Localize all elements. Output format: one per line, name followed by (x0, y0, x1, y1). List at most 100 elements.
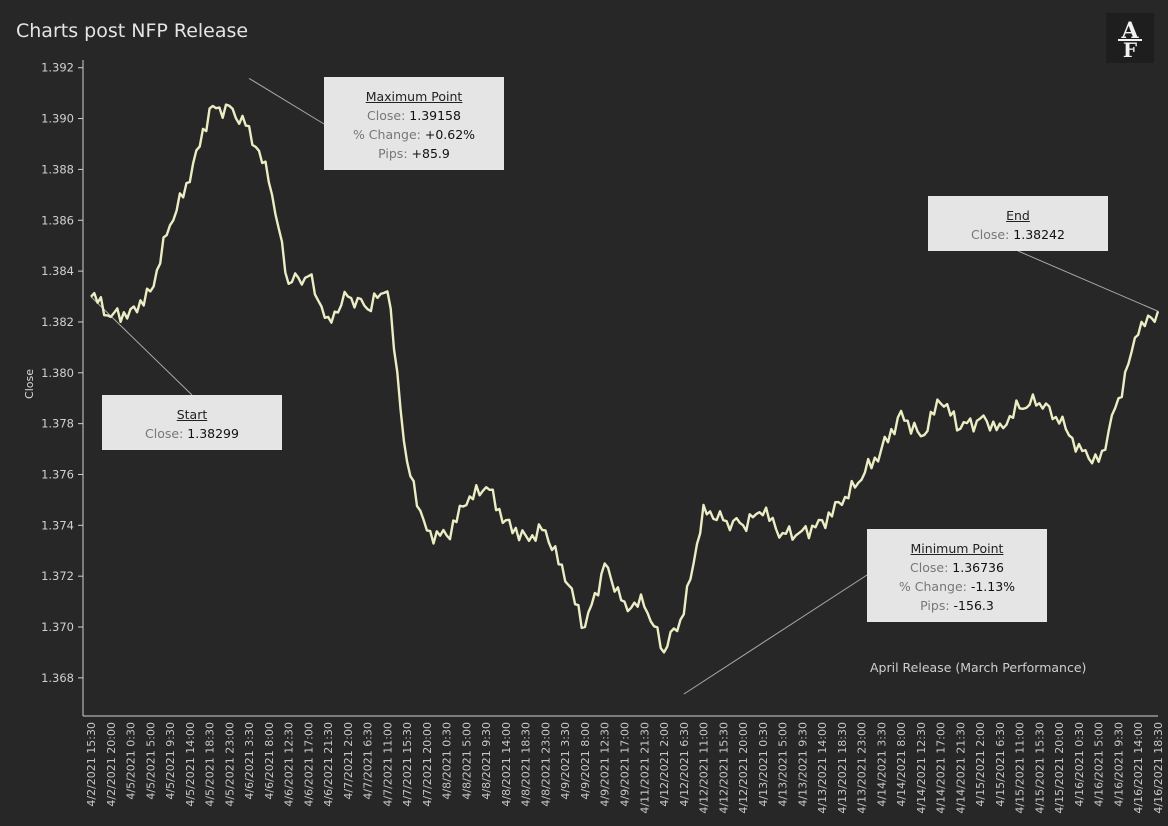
y-tick-label: 1.382 (41, 315, 74, 329)
x-tick-label: 4/9/2021 3:30 (559, 722, 572, 800)
x-tick-label: 4/16/2021 14:00 (1132, 722, 1145, 814)
x-tick-label: 4/7/2021 2:00 (342, 722, 355, 800)
x-tick-label: 4/13/2021 0:30 (757, 722, 770, 807)
x-tick-label: 4/15/2021 2:00 (974, 722, 987, 807)
x-tick-label: 4/12/2021 11:00 (698, 722, 711, 814)
x-tick-label: 4/14/2021 21:30 (954, 722, 967, 814)
y-tick-label: 1.378 (41, 417, 74, 431)
x-tick-label: 4/15/2021 11:00 (1014, 722, 1027, 814)
callout-minimum-close-label: Close: (910, 560, 949, 575)
x-tick-label: 4/2/2021 20:00 (105, 722, 118, 807)
logo-letter-top: A (1120, 18, 1139, 44)
x-tick-label: 4/12/2021 6:30 (678, 722, 691, 807)
x-tick-label: 4/14/2021 3:30 (875, 722, 888, 807)
x-tick-label: 4/5/2021 9:30 (164, 722, 177, 800)
callout-start-close-label: Close: (145, 426, 184, 441)
leader-start (90, 296, 193, 396)
x-tick-label: 4/13/2021 14:00 (816, 722, 829, 814)
callout-maximum-close-label: Close: (367, 108, 406, 123)
y-tick-label: 1.390 (41, 112, 74, 126)
y-tick-label: 1.368 (41, 671, 74, 685)
x-tick-label: 4/15/2021 6:30 (994, 722, 1007, 807)
y-tick-label: 1.380 (41, 366, 74, 380)
x-tick-label: 4/14/2021 17:00 (935, 722, 948, 814)
y-tick-label: 1.370 (41, 620, 74, 634)
callout-start-title: Start (176, 407, 208, 422)
x-tick-label: 4/7/2021 6:30 (362, 722, 375, 800)
y-tick-label: 1.384 (41, 264, 74, 278)
x-tick-label: 4/6/2021 3:30 (243, 722, 256, 800)
x-tick-label: 4/15/2021 15:30 (1033, 722, 1046, 814)
x-tick-label: 4/7/2021 11:00 (381, 722, 394, 807)
y-tick-label: 1.392 (41, 61, 74, 75)
y-axis: 1.368 1.370 1.372 1.374 1.376 1.378 1.380 1.382… (41, 60, 84, 716)
x-tick-label: 4/8/2021 9:30 (480, 722, 493, 800)
x-tick-label: 4/6/2021 12:30 (283, 722, 296, 807)
callout-maximum-pips-label: Pips: (378, 146, 408, 161)
x-tick-label: 4/6/2021 21:30 (322, 722, 335, 807)
x-tick-label: 4/9/2021 17:00 (619, 722, 632, 807)
callout-minimum-close: 1.36736 (952, 560, 1004, 575)
x-tick-label: 4/7/2021 20:00 (421, 722, 434, 807)
x-tick-label: 4/6/2021 17:00 (302, 722, 315, 807)
callout-minimum-pct: -1.13% (970, 579, 1016, 594)
x-tick-label: 4/13/2021 18:30 (836, 722, 849, 814)
x-tick-label: 4/5/2021 0:30 (125, 722, 138, 800)
y-axis-label: Close (23, 369, 36, 399)
x-tick-label: 4/5/2021 18:30 (204, 722, 217, 807)
x-tick-label: 4/5/2021 5:00 (144, 722, 157, 800)
x-tick-label: 4/16/2021 5:00 (1093, 722, 1106, 807)
callout-maximum-pct-label: % Change: (352, 127, 421, 142)
x-tick-label: 4/13/2021 5:00 (777, 722, 790, 807)
x-tick-label: 4/8/2021 23:00 (539, 722, 552, 807)
x-tick-label: 4/8/2021 18:30 (520, 722, 533, 807)
x-tick-label: 4/8/2021 0:30 (441, 722, 454, 800)
callout-minimum-pips: -156.3 (953, 598, 994, 613)
x-tick-label: 4/12/2021 20:00 (737, 722, 750, 814)
x-tick-label: 4/13/2021 23:00 (856, 722, 869, 814)
callout-end: End Close: 1.38242 (928, 196, 1108, 251)
x-tick-label: 4/7/2021 15:30 (401, 722, 414, 807)
y-tick-label: 1.372 (41, 569, 74, 583)
x-tick-label: 4/6/2021 8:00 (263, 722, 276, 800)
callout-maximum-title: Maximum Point (365, 89, 463, 104)
x-tick-label: 4/14/2021 8:00 (895, 722, 908, 807)
callout-minimum-title: Minimum Point (910, 541, 1004, 556)
callout-maximum-close: 1.39158 (409, 108, 461, 123)
x-tick-label: 4/8/2021 5:00 (460, 722, 473, 800)
x-tick-label: 4/12/2021 15:30 (717, 722, 730, 814)
callout-minimum: Minimum Point Close: 1.36736 % Change: -… (867, 529, 1047, 622)
leader-end (1017, 250, 1159, 312)
x-tick-label: 4/12/2021 2:00 (658, 722, 671, 807)
leader-maximum (248, 77, 325, 125)
chart-title: Charts post NFP Release (16, 20, 249, 42)
x-tick-label: 4/5/2021 23:00 (223, 722, 236, 807)
callout-maximum-pips: +85.9 (411, 146, 450, 161)
logo-letter-bottom: F (1123, 38, 1137, 62)
callout-maximum: Maximum Point Close: 1.39158 % Change: +… (324, 77, 504, 170)
x-tick-label: 4/15/2021 20:00 (1053, 722, 1066, 814)
callout-minimum-pct-label: % Change: (898, 579, 967, 594)
x-tick-label: 4/8/2021 14:00 (500, 722, 513, 807)
close-series-line (90, 103, 1160, 654)
brand-logo-icon: A F (1106, 13, 1154, 63)
x-tick-label: 4/2/2021 15:30 (85, 722, 98, 807)
y-tick-label: 1.376 (41, 467, 74, 481)
x-tick-label: 4/11/2021 21:30 (638, 722, 651, 814)
y-tick-label: 1.374 (41, 518, 74, 532)
x-tick-label: 4/16/2021 0:30 (1073, 722, 1086, 807)
x-axis: 4/2/2021 15:30 4/2/2021 20:00 4/5/2021 0:3… (83, 715, 1165, 814)
callout-end-close: 1.38242 (1013, 227, 1065, 242)
release-note: April Release (March Performance) (870, 660, 1087, 675)
y-tick-label: 1.388 (41, 162, 74, 176)
callout-minimum-pips-label: Pips: (920, 598, 950, 613)
callout-end-title: End (1006, 208, 1030, 223)
callout-start-close: 1.38299 (187, 426, 239, 441)
annotation-leaders (90, 77, 1159, 695)
x-tick-label: 4/16/2021 9:30 (1112, 722, 1125, 807)
callout-start: Start Close: 1.38299 (102, 395, 282, 450)
x-tick-label: 4/13/2021 9:30 (796, 722, 809, 807)
x-tick-label: 4/5/2021 14:00 (184, 722, 197, 807)
callout-maximum-pct: +0.62% (424, 127, 476, 142)
